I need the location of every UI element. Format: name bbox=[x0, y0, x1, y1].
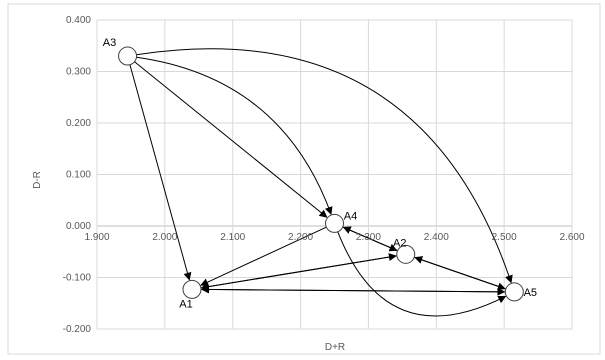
node-a4 bbox=[325, 213, 344, 233]
node-a5 bbox=[504, 282, 524, 302]
y-tick-label: 0.000 bbox=[66, 221, 91, 232]
node-layer: A1 A2 A3 A4 A5 bbox=[103, 37, 537, 310]
edge-a1-to-a5 bbox=[200, 287, 506, 296]
x-axis-title: D+R bbox=[325, 342, 345, 353]
edge-a3-to-a4 bbox=[136, 56, 333, 215]
y-tick-label: -0.100 bbox=[63, 273, 92, 284]
x-tick-label: 2.000 bbox=[152, 232, 177, 243]
edge-a4-to-a1 bbox=[200, 226, 327, 286]
grid-layer bbox=[96, 19, 573, 330]
x-tick-label: 2.500 bbox=[492, 232, 517, 243]
edge-a3-to-a4 bbox=[134, 61, 328, 218]
y-tick-label: 0.400 bbox=[66, 15, 91, 26]
node-a3 bbox=[118, 46, 138, 66]
edge-a3-to-a1 bbox=[129, 64, 192, 281]
edge-a1-to-a2 bbox=[200, 253, 397, 289]
x-tick-label: 2.400 bbox=[424, 232, 449, 243]
y-axis-title: D-R bbox=[32, 171, 43, 189]
edge-a3-to-a5 bbox=[136, 48, 513, 284]
y-tick-label: 0.200 bbox=[66, 118, 91, 129]
x-tick-label: 2.600 bbox=[559, 232, 584, 243]
edge-layer bbox=[129, 48, 513, 317]
x-tick-label: 2.200 bbox=[288, 232, 313, 243]
node-label-a2: A2 bbox=[393, 237, 406, 249]
edge-a2-to-a4 bbox=[342, 226, 398, 252]
x-tick-label: 2.300 bbox=[356, 232, 381, 243]
y-tick-label: 0.100 bbox=[66, 170, 91, 181]
y-tick-label: -0.200 bbox=[63, 324, 92, 335]
node-a1 bbox=[182, 279, 202, 299]
node-label-a4: A4 bbox=[344, 210, 357, 222]
node-label-a5: A5 bbox=[524, 287, 537, 299]
node-label-a1: A1 bbox=[179, 298, 192, 310]
tick-layer: -0.200 -0.100 0.000 0.100 0.200 0.300 0.400 1.9… bbox=[63, 15, 585, 335]
edge-a5-to-a2 bbox=[414, 256, 506, 290]
edge-a4-to-a5 bbox=[337, 231, 507, 317]
y-tick-label: 0.300 bbox=[66, 67, 91, 78]
x-tick-label: 1.900 bbox=[84, 232, 109, 243]
node-label-a3: A3 bbox=[103, 37, 116, 49]
x-tick-label: 2.100 bbox=[220, 232, 245, 243]
node-a2 bbox=[396, 244, 416, 264]
